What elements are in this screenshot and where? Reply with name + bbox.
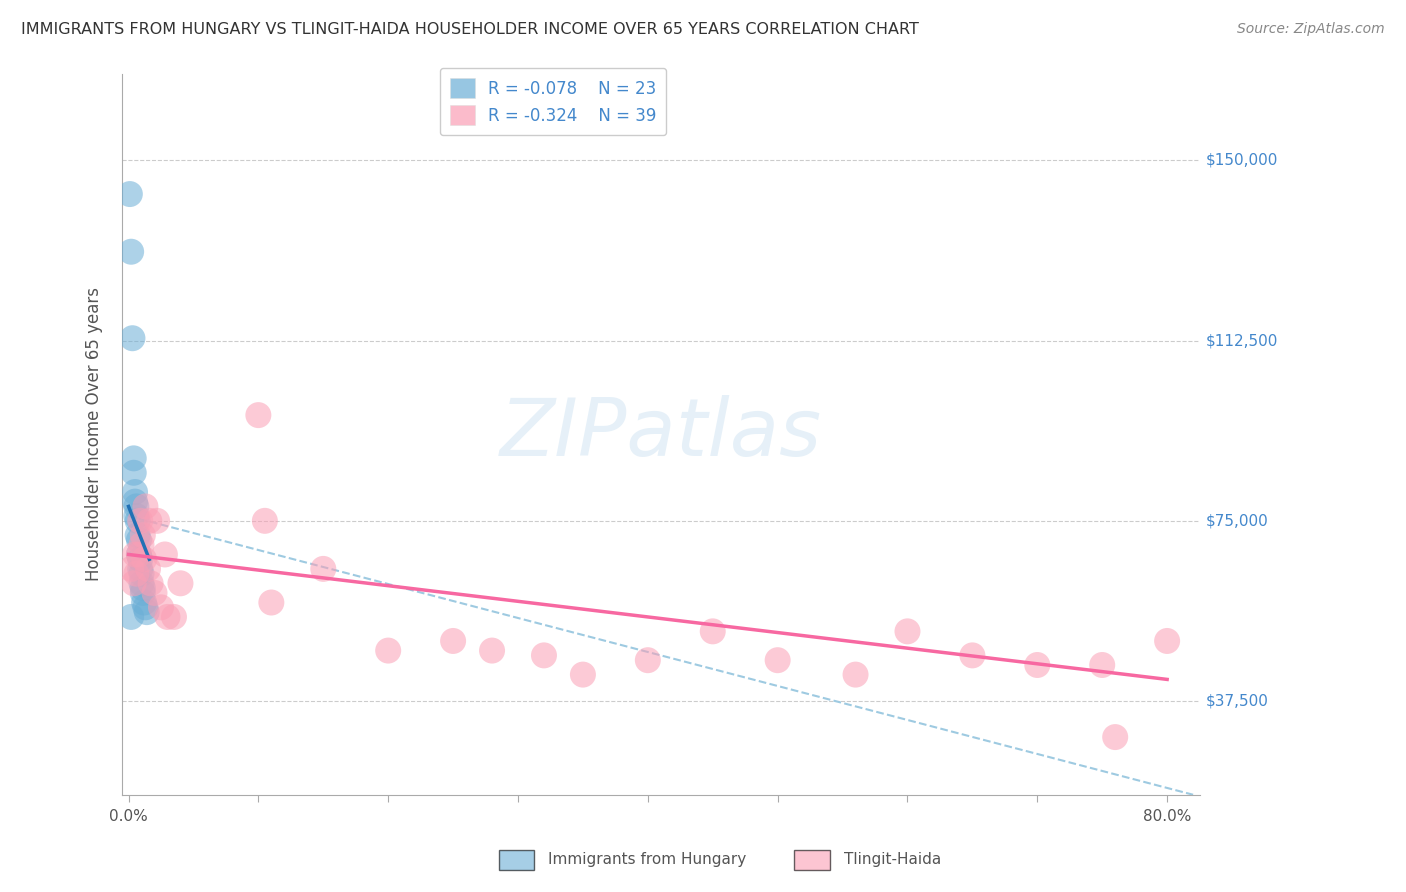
Point: [312, 562, 335, 576]
Point: [128, 548, 150, 562]
Point: [128, 533, 150, 547]
Point: [766, 653, 789, 667]
Text: ZIPatlas: ZIPatlas: [499, 395, 823, 474]
Point: [131, 538, 153, 552]
Point: [122, 576, 145, 591]
Point: [120, 562, 142, 576]
Point: [129, 552, 152, 566]
Point: [143, 586, 166, 600]
Text: $112,500: $112,500: [1206, 333, 1278, 348]
Text: $37,500: $37,500: [1206, 694, 1270, 708]
Point: [132, 581, 155, 595]
Point: [153, 548, 176, 562]
Text: $75,000: $75,000: [1206, 513, 1268, 528]
Point: [139, 576, 162, 591]
Point: [134, 552, 156, 566]
Point: [260, 595, 283, 609]
Point: [134, 600, 156, 615]
Text: 80.0%: 80.0%: [1143, 809, 1191, 824]
Point: [1091, 658, 1114, 673]
Point: [533, 648, 555, 663]
Point: [377, 643, 399, 657]
Point: [136, 562, 159, 576]
Point: [129, 562, 152, 576]
Point: [125, 500, 148, 514]
Point: [702, 624, 724, 639]
Point: [134, 500, 156, 514]
Point: [163, 610, 186, 624]
Point: [1104, 730, 1126, 744]
Point: [572, 667, 595, 681]
Point: [637, 653, 659, 667]
Point: [134, 595, 156, 609]
Point: [120, 244, 142, 259]
Text: Tlingit-Haida: Tlingit-Haida: [844, 853, 941, 867]
Point: [124, 548, 146, 562]
Point: [128, 548, 150, 562]
Point: [896, 624, 918, 639]
Text: Immigrants from Hungary: Immigrants from Hungary: [548, 853, 747, 867]
Point: [131, 576, 153, 591]
Point: [150, 600, 173, 615]
Point: [118, 187, 141, 202]
Point: [122, 466, 145, 480]
Point: [127, 528, 149, 542]
Point: [127, 514, 149, 528]
Point: [124, 494, 146, 508]
Point: [247, 408, 270, 422]
Point: [131, 566, 153, 581]
Point: [146, 514, 169, 528]
Point: [121, 331, 143, 345]
Text: IMMIGRANTS FROM HUNGARY VS TLINGIT-HAIDA HOUSEHOLDER INCOME OVER 65 YEARS CORREL: IMMIGRANTS FROM HUNGARY VS TLINGIT-HAIDA…: [21, 22, 920, 37]
Point: [844, 667, 866, 681]
Legend: R = -0.078    N = 23, R = -0.324    N = 39: R = -0.078 N = 23, R = -0.324 N = 39: [440, 68, 666, 136]
Point: [132, 528, 155, 542]
Text: Source: ZipAtlas.com: Source: ZipAtlas.com: [1237, 22, 1385, 37]
Point: [1156, 634, 1178, 648]
Point: [253, 514, 276, 528]
Text: $150,000: $150,000: [1206, 153, 1278, 168]
Point: [156, 610, 179, 624]
Point: [481, 643, 503, 657]
Point: [120, 610, 142, 624]
Point: [122, 451, 145, 466]
Point: [135, 605, 157, 619]
Point: [962, 648, 984, 663]
Point: [125, 566, 148, 581]
Point: [441, 634, 464, 648]
Point: [124, 485, 146, 500]
Text: 0.0%: 0.0%: [110, 809, 148, 824]
Point: [169, 576, 191, 591]
Point: [138, 514, 160, 528]
Point: [125, 509, 148, 524]
Point: [129, 514, 152, 528]
Y-axis label: Householder Income Over 65 years: Householder Income Over 65 years: [86, 287, 103, 582]
Point: [132, 586, 155, 600]
Point: [1026, 658, 1049, 673]
